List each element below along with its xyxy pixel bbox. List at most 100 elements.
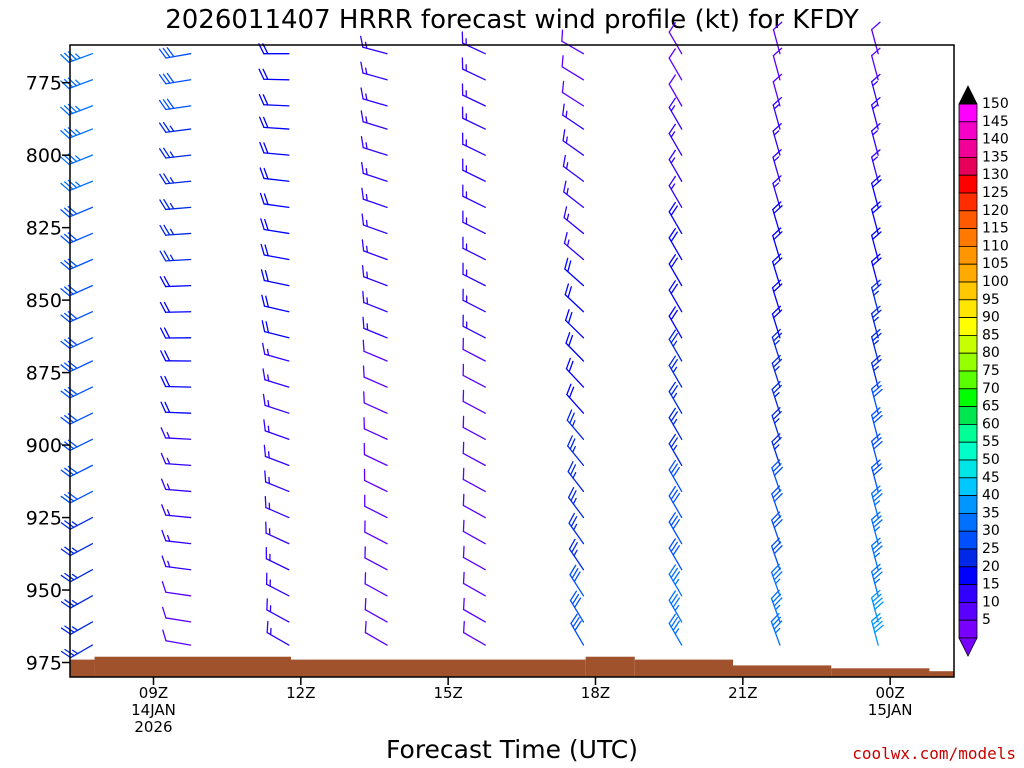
barb-flag bbox=[60, 235, 71, 244]
barb-flag bbox=[771, 459, 781, 469]
barb-flag bbox=[771, 433, 781, 443]
wind-barb bbox=[160, 375, 192, 388]
barb-flag bbox=[163, 276, 171, 288]
wind-barb bbox=[363, 417, 388, 440]
barb-shaft bbox=[462, 504, 486, 519]
barb-flag bbox=[159, 250, 167, 262]
barb-flag bbox=[571, 542, 578, 553]
wind-barb bbox=[159, 198, 192, 211]
wind-barb bbox=[160, 427, 192, 440]
barb-flag bbox=[362, 339, 365, 352]
barb-flag bbox=[258, 93, 265, 106]
barb-flag bbox=[773, 466, 783, 477]
barb-flag bbox=[772, 73, 783, 83]
barb-shaft bbox=[364, 609, 388, 623]
wind-barb bbox=[60, 490, 94, 504]
wind-barb bbox=[668, 48, 683, 81]
wind-barb bbox=[668, 613, 683, 646]
wind-barb bbox=[60, 51, 94, 63]
barb-flag bbox=[871, 96, 881, 106]
barb-flag bbox=[264, 218, 269, 231]
colorbar-label: 5 bbox=[982, 612, 991, 628]
wind-barb bbox=[258, 68, 290, 81]
wind-barb bbox=[158, 121, 192, 133]
barb-half-flag bbox=[366, 297, 369, 305]
colorbar-label: 80 bbox=[982, 345, 1000, 361]
wind-barb bbox=[871, 96, 881, 130]
barb-flag bbox=[258, 68, 265, 80]
wind-barb bbox=[158, 47, 192, 59]
wind-barb bbox=[364, 494, 388, 519]
barb-flag bbox=[360, 87, 364, 100]
terrain-segment bbox=[94, 656, 291, 677]
barb-flag bbox=[263, 142, 269, 154]
barb-flag bbox=[60, 601, 72, 609]
barb-half-flag bbox=[872, 156, 878, 162]
barb-flag bbox=[873, 414, 883, 424]
barb-flag bbox=[772, 384, 782, 394]
barb-flag bbox=[564, 283, 570, 296]
barb-flag bbox=[561, 29, 564, 42]
barb-flag bbox=[264, 470, 267, 483]
barb-flag bbox=[258, 116, 265, 129]
colorbar-swatch bbox=[958, 174, 978, 194]
barb-half-flag bbox=[872, 80, 878, 87]
terrain-layer bbox=[70, 656, 954, 677]
wind-barb bbox=[461, 106, 486, 130]
barb-flag bbox=[158, 122, 167, 133]
y-tick-label: 825 bbox=[26, 218, 62, 240]
barb-half-flag bbox=[572, 497, 577, 505]
wind-barb bbox=[362, 339, 388, 362]
terrain-segment bbox=[634, 659, 733, 677]
barb-flag bbox=[668, 22, 676, 33]
wind-barb bbox=[462, 363, 486, 388]
wind-barb bbox=[564, 309, 585, 339]
barb-shaft bbox=[462, 374, 486, 388]
wind-barb bbox=[60, 644, 94, 659]
barb-flag bbox=[773, 492, 783, 503]
barb-flag bbox=[574, 597, 582, 609]
barb-half-flag bbox=[672, 392, 678, 400]
barb-flag bbox=[771, 407, 781, 417]
y-tick-label: 775 bbox=[26, 73, 62, 95]
barb-flag bbox=[60, 53, 70, 63]
barb-half-flag bbox=[365, 67, 368, 75]
barb-flag bbox=[60, 416, 71, 425]
barb-flag bbox=[60, 106, 70, 116]
barb-flag bbox=[567, 461, 574, 473]
barb-half-flag bbox=[71, 521, 78, 527]
barb-flag bbox=[872, 384, 882, 394]
y-tick-label: 850 bbox=[26, 290, 62, 312]
barb-flag bbox=[63, 260, 74, 269]
barb-flag bbox=[462, 571, 465, 585]
barb-half-flag bbox=[71, 626, 79, 631]
barb-shaft bbox=[165, 640, 192, 646]
barb-half-flag bbox=[773, 104, 780, 110]
wind-barb bbox=[772, 73, 783, 107]
barb-flag bbox=[772, 593, 782, 603]
barb-flag bbox=[668, 280, 676, 291]
barb-flag bbox=[872, 205, 882, 214]
x-tick-label: 15JAN bbox=[868, 701, 913, 719]
wind-barb bbox=[258, 116, 290, 130]
barb-flag bbox=[569, 564, 577, 576]
barb-flag bbox=[60, 261, 71, 271]
barb-flag bbox=[772, 541, 782, 551]
barb-flag bbox=[566, 409, 573, 421]
wind-barb bbox=[462, 415, 486, 440]
wind-barb bbox=[161, 581, 192, 597]
barb-shaft bbox=[462, 452, 486, 467]
wind-barb bbox=[158, 98, 192, 111]
barb-half-flag bbox=[365, 142, 368, 150]
barb-flag bbox=[60, 364, 71, 373]
barb-flag bbox=[670, 489, 678, 501]
barb-flag bbox=[871, 354, 881, 364]
barb-flag bbox=[161, 581, 167, 593]
barb-shaft bbox=[668, 57, 683, 81]
colorbar-label: 70 bbox=[982, 381, 1000, 397]
barb-half-flag bbox=[572, 445, 576, 453]
barb-flag bbox=[265, 321, 270, 334]
barb-half-flag bbox=[773, 418, 780, 424]
barb-shaft bbox=[165, 617, 192, 623]
barb-flag bbox=[871, 433, 881, 442]
